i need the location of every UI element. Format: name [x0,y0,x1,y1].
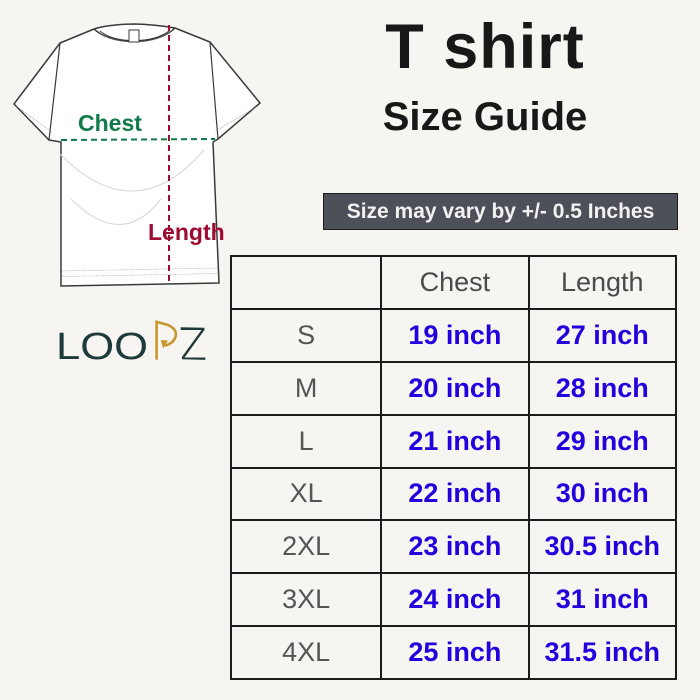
svg-text:Length: Length [148,219,225,245]
svg-text:LOO: LOO [56,326,148,362]
svg-text:Chest: Chest [78,110,142,136]
